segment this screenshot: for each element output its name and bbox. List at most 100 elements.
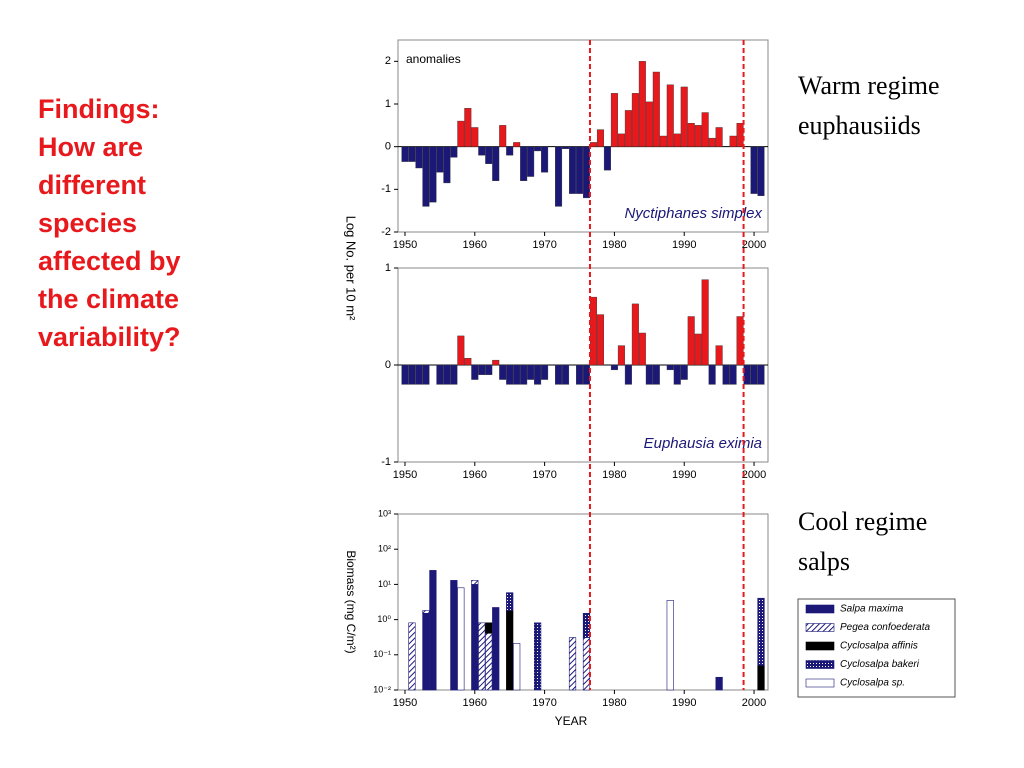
- bar: [436, 146, 444, 173]
- y-tick-label: 10¹: [378, 579, 391, 589]
- bar-segment: [408, 622, 416, 691]
- bar: [492, 359, 500, 366]
- bar: [603, 146, 611, 171]
- bar: [708, 137, 716, 147]
- legend-swatch: [805, 604, 835, 614]
- y-tick-label: 10⁻²: [373, 684, 391, 694]
- bar: [401, 146, 409, 162]
- bar-segment: [471, 584, 479, 691]
- bar-segment: [534, 622, 542, 691]
- bar-segment: [450, 580, 458, 691]
- heading-line: species: [38, 208, 137, 238]
- bar: [534, 364, 542, 385]
- regime-label: Cool regime: [798, 507, 927, 536]
- x-tick-label: 1980: [602, 239, 626, 251]
- bar: [638, 61, 646, 147]
- bar-segment: [757, 597, 765, 666]
- heading-line: different: [38, 170, 146, 200]
- bar: [666, 364, 674, 371]
- bar-segment: [757, 665, 765, 691]
- bar: [610, 364, 618, 371]
- bar-segment: [457, 587, 465, 691]
- heading-line: variability?: [38, 322, 181, 352]
- legend-swatch: [805, 660, 835, 669]
- regime-label: salps: [798, 547, 850, 576]
- x-tick-label: 1960: [463, 697, 487, 709]
- bar: [631, 303, 639, 366]
- x-tick-label: 1980: [602, 469, 626, 481]
- y-tick-label: 0: [385, 141, 391, 153]
- bar: [610, 93, 618, 147]
- bar: [617, 345, 625, 366]
- bar: [457, 335, 465, 366]
- bar: [436, 364, 444, 385]
- bar: [576, 364, 584, 385]
- bar: [666, 84, 674, 147]
- bar: [582, 364, 590, 385]
- bar-segment: [582, 637, 591, 691]
- bar: [596, 314, 604, 366]
- bar: [701, 112, 709, 147]
- bar: [638, 332, 646, 366]
- legend-swatch: [805, 641, 835, 651]
- bar: [499, 364, 507, 380]
- bar: [527, 364, 535, 380]
- bar: [555, 146, 563, 207]
- bar: [471, 127, 479, 147]
- bar-segment: [429, 570, 437, 691]
- bar: [757, 364, 765, 385]
- bar: [562, 146, 570, 150]
- legend-label: Cyclosalpa affinis: [840, 641, 918, 652]
- bar-segment: [506, 610, 514, 691]
- bar: [645, 101, 653, 147]
- bar: [506, 364, 514, 385]
- legend-label: Cyclosalpa bakeri: [840, 659, 920, 670]
- bar: [729, 364, 737, 385]
- y-tick-label: 10⁰: [377, 614, 391, 624]
- bar: [673, 364, 681, 385]
- bar: [457, 120, 465, 147]
- annotation: anomalies: [406, 52, 461, 66]
- bar: [562, 364, 570, 385]
- bar: [715, 127, 723, 147]
- y-axis-label: Biomass (mg C/m²): [344, 550, 358, 653]
- heading-line: the climate: [38, 284, 179, 314]
- bar: [596, 129, 604, 147]
- bar: [443, 146, 451, 184]
- x-tick-label: 1990: [672, 697, 696, 709]
- x-tick-label: 1950: [393, 697, 417, 709]
- bar: [589, 296, 597, 366]
- bar: [750, 364, 758, 385]
- bar: [617, 133, 625, 147]
- bar: [624, 110, 632, 147]
- bar: [415, 146, 423, 169]
- x-tick-label: 2000: [742, 239, 766, 251]
- bar: [673, 133, 681, 147]
- y-tick-label: 10³: [378, 508, 391, 518]
- bar: [401, 364, 409, 385]
- heading-line: How are: [38, 132, 143, 162]
- bar: [485, 364, 493, 375]
- bar: [534, 146, 542, 152]
- bar: [464, 108, 472, 147]
- y-tick-label: 1: [385, 98, 391, 110]
- x-tick-label: 1980: [602, 697, 626, 709]
- bar: [715, 345, 723, 366]
- species-label: Euphausia eximia: [644, 435, 762, 452]
- y-tick-label: -2: [381, 226, 391, 238]
- bar: [729, 135, 737, 147]
- species-label: Nyctiphanes simplex: [624, 205, 762, 222]
- x-tick-label: 1990: [672, 469, 696, 481]
- bar: [527, 146, 535, 177]
- bar-segment: [492, 607, 500, 691]
- x-tick-label: 1950: [393, 469, 417, 481]
- bar: [513, 142, 521, 147]
- bar: [443, 364, 451, 385]
- legend-label: Pegea confoederata: [840, 622, 931, 633]
- bar: [464, 358, 472, 366]
- bar: [750, 146, 758, 194]
- y-tick-label: 2: [385, 55, 391, 67]
- bar: [687, 122, 695, 147]
- bar: [485, 146, 493, 164]
